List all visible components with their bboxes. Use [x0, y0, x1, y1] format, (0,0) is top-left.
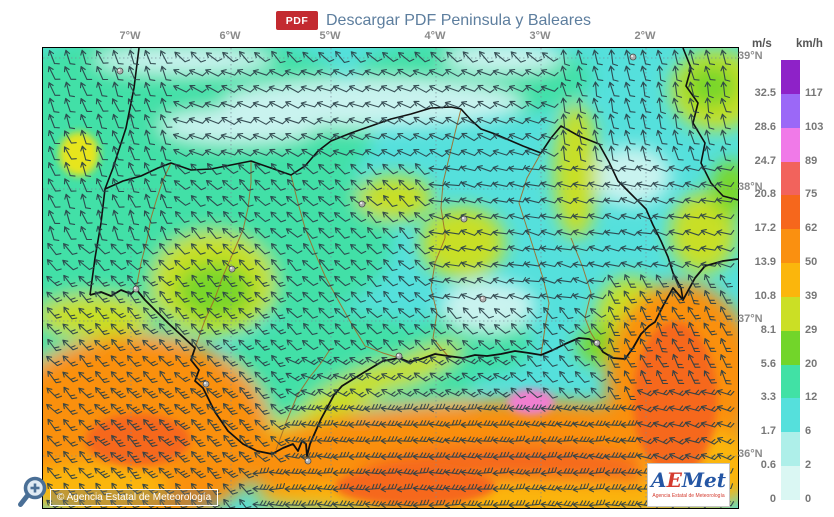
legend-segment-6 — [781, 263, 800, 297]
legend-ms-value: 13.9 — [754, 256, 776, 269]
lat-label-1: 38°N — [738, 181, 763, 193]
legend-segment-12 — [781, 466, 800, 500]
legend-kmh-value: 0 — [805, 493, 812, 505]
legend-unit-kmh: km/h — [796, 38, 823, 50]
legend-segment-0 — [781, 60, 800, 94]
legend-segment-7 — [781, 296, 800, 331]
legend-segment-3 — [781, 161, 800, 196]
attribution-label: © Agencia Estatal de Meteorología — [50, 489, 219, 506]
lon-label-0: 7°W — [119, 30, 141, 42]
legend-kmh-value: 6 — [805, 425, 812, 438]
aemet-logo: AEMet Agencia Estatal de Meteorología — [647, 463, 730, 507]
legend-kmh-value: 50 — [805, 256, 818, 269]
wind-speed-color-scale — [781, 60, 800, 500]
legend-ms-value: 32.5 — [754, 86, 776, 99]
legend-ms-value: 0 — [769, 493, 776, 505]
legend-ms-value: 20.8 — [754, 188, 776, 201]
legend-ms-value: 0.6 — [760, 459, 776, 472]
aemet-logo-subtitle: Agencia Estatal de Meteorología — [652, 493, 725, 499]
magnifier-plus-icon — [18, 476, 47, 507]
lon-label-4: 3°W — [529, 30, 551, 42]
legend-ms-value: 8.1 — [760, 323, 776, 336]
legend-kmh-value: 12 — [805, 391, 818, 404]
download-pdf-link[interactable]: PDF Descargar PDF Peninsula y Baleares — [276, 11, 591, 30]
legend-segment-5 — [781, 229, 800, 264]
legend-kmh-value: 62 — [805, 222, 818, 235]
wind-map-canvas — [42, 47, 739, 509]
legend-kmh-value: 29 — [805, 323, 818, 336]
legend-kmh-value: 2 — [805, 459, 812, 472]
legend-segment-2 — [781, 127, 800, 162]
legend-kmh-value: 20 — [805, 357, 818, 370]
legend-segment-1 — [781, 93, 800, 128]
legend-ms-value: 17.2 — [754, 222, 776, 235]
aemet-wordmark: AEMet — [651, 468, 726, 492]
coastline — [89, 258, 738, 457]
lon-label-2: 5°W — [319, 30, 341, 42]
lon-label-3: 4°W — [424, 30, 446, 42]
lat-label-2: 37°N — [738, 313, 763, 325]
legend-segment-8 — [781, 330, 800, 365]
legend-kmh-value: 39 — [805, 289, 818, 302]
legend-segment-11 — [781, 432, 800, 467]
legend-segment-9 — [781, 364, 800, 399]
pdf-badge-icon[interactable]: PDF — [276, 11, 318, 30]
lat-label-0: 39°N — [738, 50, 763, 62]
legend-ms-value: 1.7 — [760, 425, 776, 438]
legend-kmh-value: 89 — [805, 154, 818, 167]
city-markers — [116, 53, 637, 465]
legend-ms-value: 28.6 — [754, 120, 776, 133]
page-title[interactable]: Descargar PDF Peninsula y Baleares — [326, 11, 592, 29]
wind-field-layer — [43, 48, 738, 508]
legend-segment-10 — [781, 398, 800, 433]
zoom-in-button[interactable] — [16, 474, 52, 512]
legend-kmh-value: 75 — [805, 188, 818, 201]
legend-kmh-value: 117 — [805, 86, 823, 99]
legend-unit-ms: m/s — [752, 38, 772, 50]
legend-ms-value: 24.7 — [754, 154, 776, 167]
legend-ms-value: 3.3 — [760, 391, 776, 404]
lat-label-3: 36°N — [738, 448, 763, 460]
lon-label-5: 2°W — [634, 30, 656, 42]
legend-ms-value: 10.8 — [754, 289, 776, 302]
lon-label-1: 6°W — [219, 30, 241, 42]
wind-barbs — [46, 49, 735, 508]
legend-kmh-value: 103 — [805, 120, 824, 133]
legend-segment-4 — [781, 195, 800, 230]
legend-ms-value: 5.6 — [760, 357, 776, 370]
